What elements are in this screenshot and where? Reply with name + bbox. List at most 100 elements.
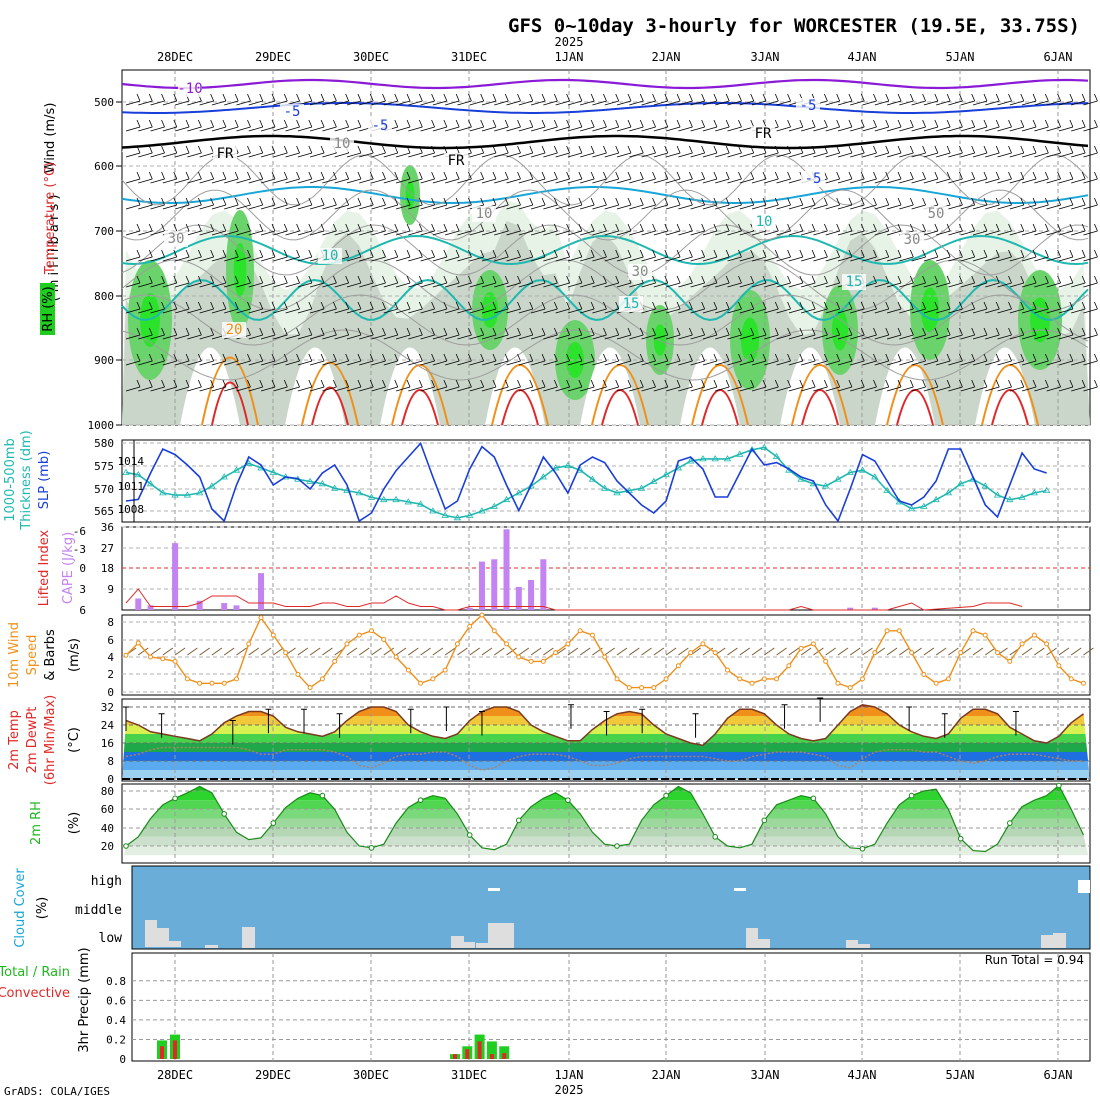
wind-barb-flag: [811, 327, 816, 336]
wind-barb: [408, 334, 423, 340]
wind-barb: [665, 100, 681, 106]
wind-point: [1007, 658, 1013, 664]
surface-barb: [174, 647, 186, 656]
wind-barb: [972, 204, 988, 210]
wind-barb-flag: [185, 171, 190, 180]
contour-label: 15: [623, 296, 640, 312]
surface-barb: [150, 647, 161, 656]
wind-barb: [985, 386, 1000, 392]
wind-barb: [678, 282, 693, 288]
wind-barb-flag: [860, 171, 865, 180]
wind-barb-flag: [897, 145, 902, 154]
wind-point: [737, 676, 743, 682]
wind-barb: [580, 152, 595, 158]
wind-point: [958, 650, 964, 656]
wind-barb: [162, 152, 177, 158]
thickness-point: [245, 459, 253, 466]
wind-barb: [518, 230, 533, 236]
wind-barb-flag: [320, 327, 325, 336]
wind-barb-flag: [995, 301, 1000, 310]
wind-barb: [972, 308, 988, 314]
wind-barb: [211, 256, 227, 262]
wind-barb-flag: [418, 379, 423, 388]
wind-barb: [825, 282, 840, 288]
wind-barb: [653, 282, 668, 288]
wind-barb: [285, 126, 300, 132]
wind-barb: [224, 178, 239, 184]
temp-units: (°C): [67, 727, 82, 753]
wind-tick: 8: [107, 616, 114, 629]
wind-barb-flag: [652, 327, 656, 336]
wind-barb-flag: [1020, 353, 1025, 362]
wind-barb-flag: [455, 249, 460, 258]
wind-barb-flag: [824, 223, 828, 232]
thickness-point: [539, 473, 548, 480]
wind-barb-flag: [639, 145, 644, 154]
wind-barb-flag: [148, 119, 153, 128]
wind-barb: [408, 230, 423, 236]
wind-barb: [1058, 308, 1074, 314]
wind-barb: [788, 178, 803, 184]
wind-barb-flag: [590, 93, 595, 102]
wind-barb-flag: [443, 353, 448, 362]
wind-barb: [580, 126, 595, 132]
wind-barb: [236, 230, 251, 236]
rh-point: [859, 845, 866, 852]
wind-barb-flag: [664, 249, 669, 258]
wind-barb-flag: [934, 327, 939, 336]
wind-barb-flag: [725, 197, 730, 206]
wind-barb: [702, 126, 718, 132]
wind-barb-flag: [431, 249, 435, 258]
wind-barb-flag: [922, 301, 926, 310]
wind-barb: [665, 178, 681, 184]
wind-barb-flag: [750, 171, 755, 180]
wind-barb-flag: [603, 119, 607, 128]
wind-point: [614, 676, 620, 682]
wind-barb-flag: [259, 249, 264, 258]
wind-barb: [825, 386, 840, 392]
wind-barb: [960, 152, 975, 158]
rh-legend-swatch: [40, 283, 55, 335]
wind-barb-flag: [480, 93, 485, 102]
surface-barb: [432, 647, 444, 656]
wind-barb-flag: [738, 327, 742, 336]
wind-barb-flag: [995, 353, 1000, 362]
wind-barb-flag: [296, 249, 300, 258]
wind-barb-flag: [848, 119, 853, 128]
wind-barb: [236, 256, 251, 262]
wind-barb-flag: [455, 353, 460, 362]
wind-barb: [653, 256, 668, 262]
wind-barb-flag: [627, 379, 632, 388]
precip-tick: 0.2: [106, 1033, 126, 1046]
wind-barb: [211, 100, 227, 106]
wind-barb-flag: [909, 353, 914, 362]
wind-barb: [972, 126, 988, 132]
wind-barb: [162, 204, 177, 210]
wind-barb: [678, 230, 693, 236]
wind-barb: [481, 126, 497, 132]
wind-barb: [702, 178, 718, 184]
wind-barb-flag: [689, 93, 693, 102]
wind-barb: [174, 256, 190, 262]
wind-barb-flag: [382, 301, 386, 310]
wind-barb: [911, 152, 926, 158]
wind-barb: [174, 100, 190, 106]
wind-barb: [420, 282, 435, 288]
thickness-panel-frame: [121, 439, 1091, 523]
wind-barb: [580, 282, 595, 288]
wind-barb-flag: [885, 275, 890, 284]
rh-tick: 40: [101, 822, 114, 835]
wind-barb-flag: [234, 93, 239, 102]
wind-barb-flag: [148, 197, 153, 206]
wind-barb: [936, 100, 951, 106]
wind-barb: [506, 204, 521, 210]
wind-barb: [604, 230, 619, 236]
wind-barb: [494, 152, 509, 158]
wind-barb-flag: [701, 119, 706, 128]
wind-barb: [334, 178, 349, 184]
wind-barb: [899, 308, 914, 314]
contour-20: [691, 364, 749, 426]
wind-barb-flag: [198, 275, 202, 284]
wind-barb: [297, 204, 312, 210]
wind-barb-flag: [198, 197, 202, 206]
